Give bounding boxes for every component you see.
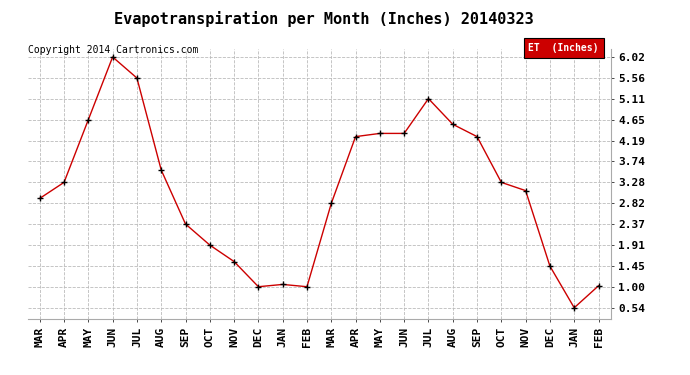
Text: Copyright 2014 Cartronics.com: Copyright 2014 Cartronics.com: [28, 45, 198, 55]
Text: ET  (Inches): ET (Inches): [528, 43, 598, 53]
Text: Evapotranspiration per Month (Inches) 20140323: Evapotranspiration per Month (Inches) 20…: [115, 11, 534, 27]
